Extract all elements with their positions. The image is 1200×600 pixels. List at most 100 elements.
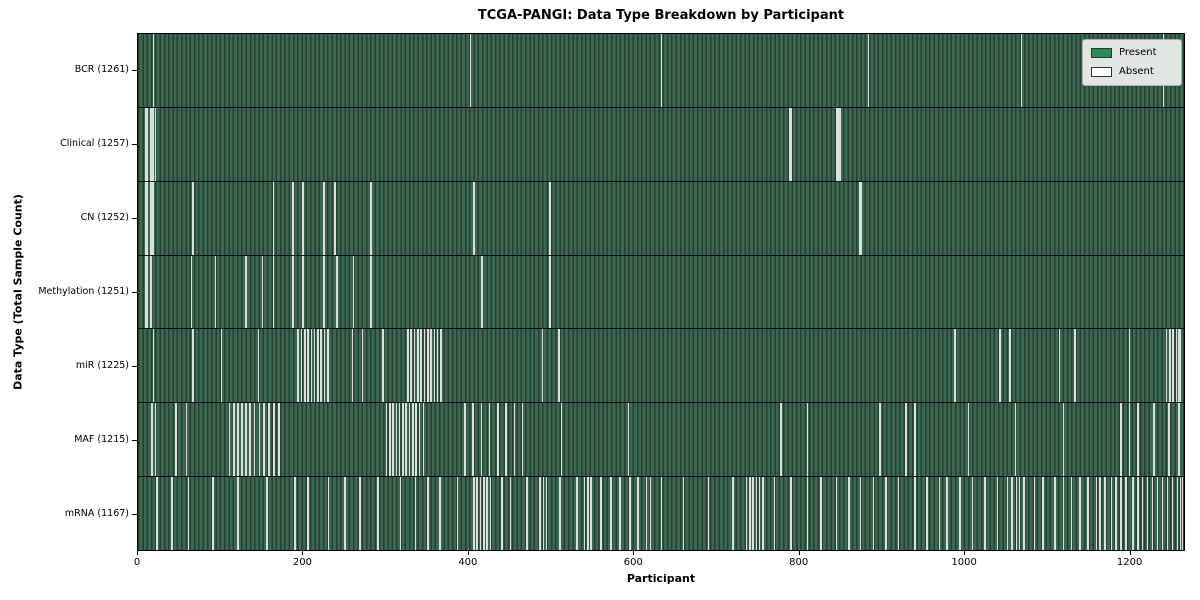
absent-line	[414, 477, 417, 551]
absent-line	[549, 181, 551, 255]
absent-line	[542, 477, 545, 551]
absent-line	[154, 403, 157, 477]
absent-line	[473, 181, 475, 255]
absent-line	[885, 477, 887, 551]
absent-line	[263, 403, 266, 477]
absent-line	[272, 181, 275, 255]
legend-entry-present: Present	[1091, 46, 1173, 60]
absent-line	[627, 403, 630, 477]
absent-line	[273, 403, 275, 477]
y-tick	[132, 292, 137, 293]
absent-line	[407, 329, 409, 403]
absent-line	[839, 107, 842, 181]
x-tick	[467, 551, 469, 555]
absent-line	[292, 181, 294, 255]
x-tick-label: 200	[292, 557, 312, 568]
absent-line	[999, 329, 1001, 403]
absent-line	[732, 477, 734, 551]
absent-line	[245, 403, 247, 477]
absent-line	[790, 107, 792, 181]
absent-line	[1171, 477, 1174, 551]
absent-line	[806, 477, 809, 551]
absent-line	[426, 477, 429, 551]
y-tick-label: MAF (1215)	[74, 434, 129, 445]
absent-line	[426, 329, 429, 403]
absent-line	[187, 477, 190, 551]
absent-line	[423, 329, 426, 403]
x-tick-label: 1000	[951, 557, 977, 568]
absent-line	[237, 477, 239, 551]
absent-line	[241, 403, 243, 477]
absent-line	[1141, 477, 1144, 551]
absent-line	[294, 477, 296, 551]
absent-line	[334, 181, 337, 255]
absent-line	[175, 403, 177, 477]
y-tick-label: mRNA (1167)	[64, 508, 129, 519]
absent-line	[152, 181, 154, 255]
absent-line	[1172, 329, 1175, 403]
absent-line	[984, 477, 986, 551]
absent-line	[146, 107, 148, 181]
absent-line	[954, 329, 957, 403]
absent-line	[323, 329, 326, 403]
absent-line	[1156, 477, 1159, 551]
absent-line	[382, 329, 384, 403]
absent-line	[214, 255, 217, 329]
absent-line	[576, 477, 578, 551]
absent-line	[501, 477, 503, 551]
absent-line	[417, 329, 419, 403]
absent-line	[268, 403, 271, 477]
absent-line	[257, 329, 260, 403]
absent-line	[272, 255, 275, 329]
absent-line	[583, 477, 586, 551]
row-methylation	[138, 255, 1184, 330]
absent-line	[171, 477, 173, 551]
absent-line	[317, 329, 319, 403]
absent-line	[359, 477, 361, 551]
absent-line	[152, 34, 155, 107]
absent-line	[436, 329, 439, 403]
absent-line	[1098, 477, 1101, 551]
absent-line	[637, 477, 640, 551]
y-tick-label: miR (1225)	[75, 360, 129, 371]
absent-line	[859, 477, 862, 551]
absent-line	[629, 477, 631, 551]
absent-line	[456, 477, 459, 551]
absent-line	[748, 477, 751, 551]
absent-line	[352, 255, 355, 329]
absent-line	[545, 477, 548, 551]
absent-line	[486, 477, 488, 551]
absent-line	[344, 477, 346, 551]
absent-line	[351, 329, 354, 403]
absent-line	[513, 403, 516, 477]
absent-line	[245, 255, 247, 329]
absent-line	[1054, 477, 1056, 551]
absent-line	[1011, 477, 1014, 551]
absent-line	[408, 403, 411, 477]
absent-line	[220, 329, 223, 403]
y-tick	[132, 70, 137, 71]
absent-line	[1015, 477, 1018, 551]
absent-line	[1176, 477, 1179, 551]
absent-line	[838, 107, 840, 181]
absent-line	[549, 255, 551, 329]
absent-line	[410, 329, 413, 403]
legend-entry-absent: Absent	[1091, 65, 1173, 79]
absent-line	[1151, 477, 1154, 551]
absent-line	[996, 477, 999, 551]
absent-line	[476, 477, 479, 551]
absent-line	[377, 477, 379, 551]
absent-line	[600, 477, 602, 551]
absent-line	[587, 477, 589, 551]
legend-swatch-present	[1091, 48, 1112, 58]
absent-line	[192, 329, 195, 403]
absent-line	[395, 403, 398, 477]
absent-line	[385, 403, 388, 477]
absent-line	[1136, 477, 1139, 551]
x-tick-label: 600	[623, 557, 643, 568]
row-clinical	[138, 107, 1184, 182]
absent-line	[307, 477, 309, 551]
absent-line	[558, 329, 560, 403]
legend-label-absent: Absent	[1119, 66, 1154, 77]
absent-line	[265, 477, 268, 551]
